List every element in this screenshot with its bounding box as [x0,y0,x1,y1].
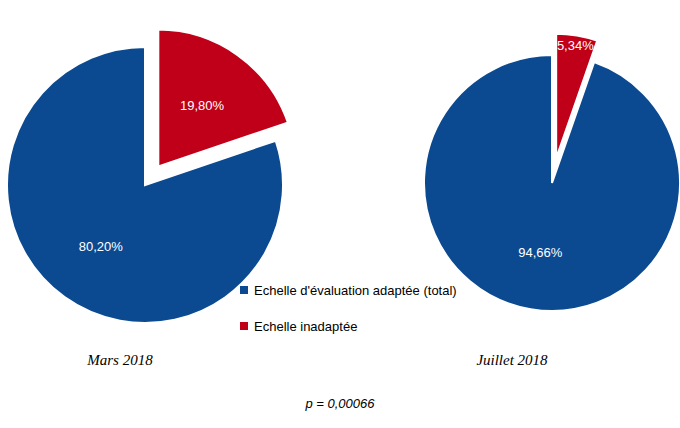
html-text:Echelle d'évaluation adaptée (: Echelle d'évaluation adaptée (total) [254,282,457,298]
svg-text:19,80%: 19,80% [180,98,225,113]
html-text:p = 0,00066: p = 0,00066 [305,396,375,411]
html-text:Mars 2018: Mars 2018 [87,352,153,368]
svg-text:80,20%: 80,20% [79,239,124,254]
svg-text:94,66%: 94,66% [518,245,563,260]
svg-text:5,34%: 5,34% [557,38,594,53]
html-text:Juillet 2018: Juillet 2018 [476,352,548,368]
html-text:Echelle inadaptée: Echelle inadaptée [254,318,358,334]
